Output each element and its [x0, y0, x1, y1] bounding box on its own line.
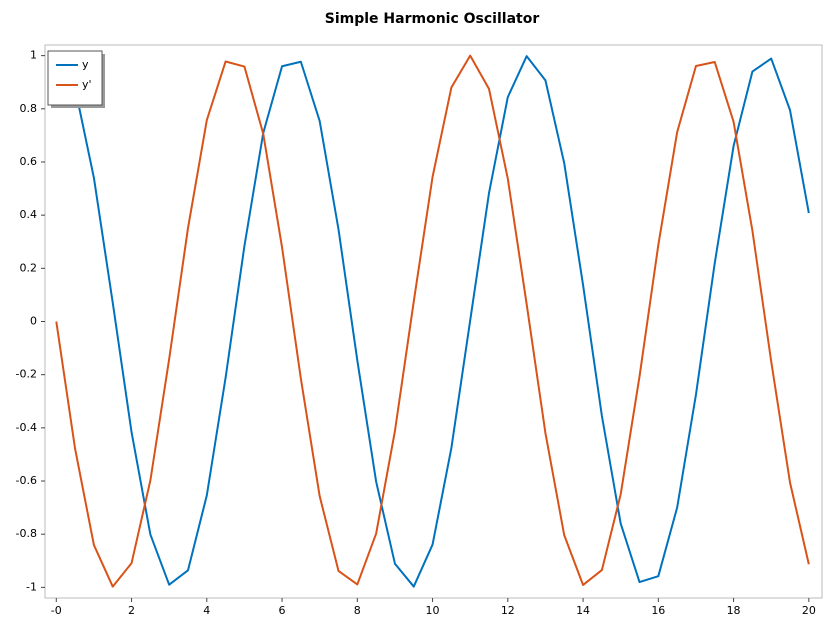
- y-tick-label: -0.8: [16, 527, 37, 540]
- chart-title: Simple Harmonic Oscillator: [325, 11, 540, 27]
- x-tick-label: 14: [576, 604, 590, 617]
- legend-label: y': [82, 78, 92, 91]
- x-tick-label: 18: [727, 604, 741, 617]
- y-tick-label: 0: [30, 315, 37, 328]
- y-tick-label: 0.2: [20, 261, 38, 274]
- x-tick-label: 20: [802, 604, 816, 617]
- y-tick-label: -1: [26, 580, 37, 593]
- legend: y y': [47, 50, 105, 108]
- x-tick-label: 12: [501, 604, 515, 617]
- legend-box: [47, 50, 103, 106]
- y-tick-label: -0.4: [16, 421, 37, 434]
- x-tick-label: 4: [203, 604, 210, 617]
- x-tick-label: -0: [51, 604, 62, 617]
- series-line: [55, 55, 810, 588]
- y-tick-label: 0.8: [20, 102, 38, 115]
- series-line: [55, 54, 810, 588]
- y-tick-label: -0.2: [16, 368, 37, 381]
- y-tick-label: 1: [30, 49, 37, 62]
- x-tick-label: 10: [426, 604, 440, 617]
- legend-label: y: [82, 58, 89, 71]
- x-tick-label: 2: [128, 604, 135, 617]
- y-tick-label: -0.6: [16, 474, 37, 487]
- y-tick-label: 0.6: [20, 155, 38, 168]
- y-tick-label: 0.4: [20, 208, 38, 221]
- x-tick-label: 8: [354, 604, 361, 617]
- x-tick-label: 16: [651, 604, 665, 617]
- x-tick-label: 6: [279, 604, 286, 617]
